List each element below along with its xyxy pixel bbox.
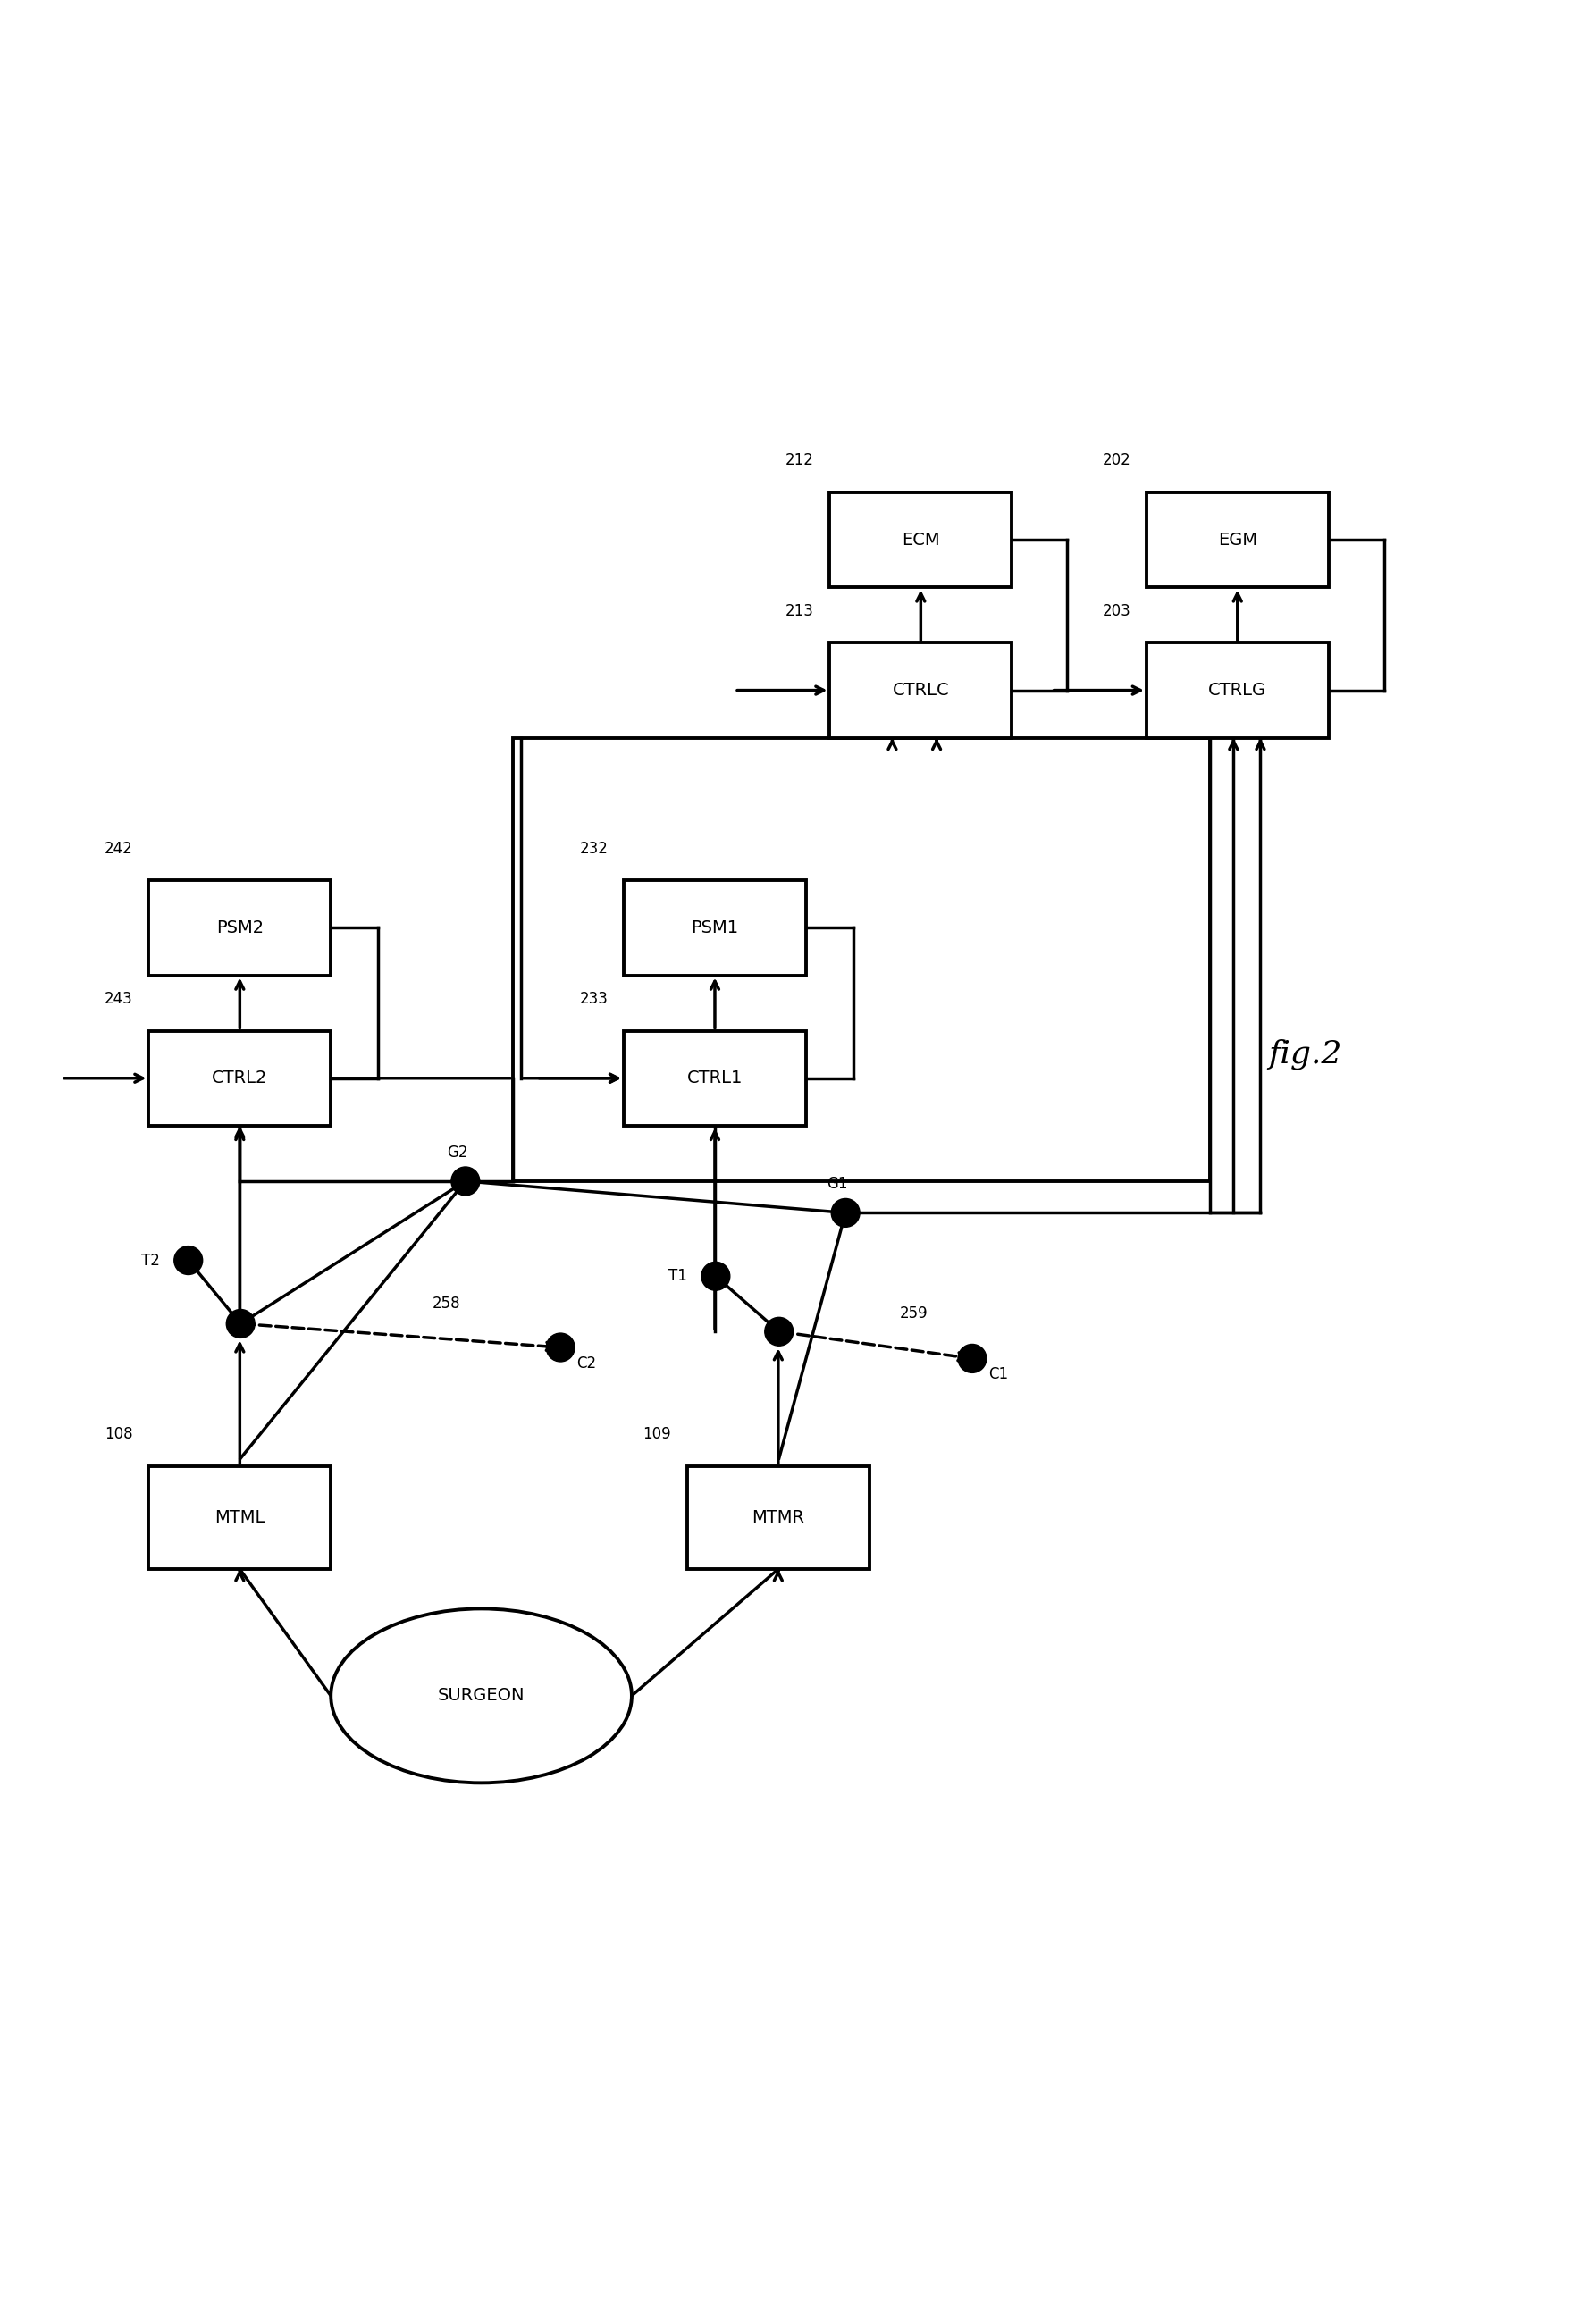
Bar xyxy=(512,738,1210,1182)
Circle shape xyxy=(958,1345,986,1373)
Bar xyxy=(688,1467,870,1570)
Bar xyxy=(148,1467,330,1570)
Text: 202: 202 xyxy=(1103,453,1130,469)
Text: CTRL2: CTRL2 xyxy=(212,1069,268,1087)
Text: 258: 258 xyxy=(433,1297,461,1313)
Text: T1: T1 xyxy=(669,1269,688,1285)
Text: C1: C1 xyxy=(988,1366,1007,1382)
Bar xyxy=(624,1030,806,1127)
Text: PSM1: PSM1 xyxy=(691,920,739,936)
Text: T2: T2 xyxy=(140,1253,160,1269)
Bar xyxy=(148,881,330,975)
Text: CTRLG: CTRLG xyxy=(1208,683,1267,699)
Bar xyxy=(148,1030,330,1127)
Circle shape xyxy=(546,1333,575,1361)
Bar xyxy=(624,881,806,975)
Circle shape xyxy=(701,1262,729,1290)
Bar xyxy=(1146,644,1328,738)
Text: 242: 242 xyxy=(104,841,132,858)
Text: G1: G1 xyxy=(827,1177,847,1193)
Circle shape xyxy=(452,1168,480,1195)
Text: 243: 243 xyxy=(104,991,132,1007)
Text: 109: 109 xyxy=(643,1425,672,1441)
Circle shape xyxy=(764,1317,793,1345)
Ellipse shape xyxy=(330,1609,632,1782)
Text: C2: C2 xyxy=(576,1356,595,1373)
Circle shape xyxy=(174,1246,203,1274)
Text: ECM: ECM xyxy=(902,531,940,549)
Text: 259: 259 xyxy=(900,1306,927,1322)
Text: SURGEON: SURGEON xyxy=(437,1687,525,1704)
Circle shape xyxy=(227,1310,255,1338)
Bar xyxy=(830,644,1012,738)
Text: 212: 212 xyxy=(785,453,814,469)
Text: G2: G2 xyxy=(447,1145,468,1161)
Text: 108: 108 xyxy=(105,1425,132,1441)
Text: EGM: EGM xyxy=(1218,531,1258,549)
Text: MTMR: MTMR xyxy=(752,1508,804,1527)
Text: 232: 232 xyxy=(579,841,608,858)
Text: CTRL1: CTRL1 xyxy=(686,1069,742,1087)
Text: MTML: MTML xyxy=(214,1508,265,1527)
Bar xyxy=(1146,492,1328,586)
Text: 203: 203 xyxy=(1103,602,1130,618)
Text: fig.2: fig.2 xyxy=(1267,1039,1342,1069)
Text: 213: 213 xyxy=(785,602,814,618)
Circle shape xyxy=(832,1198,860,1228)
Text: PSM2: PSM2 xyxy=(215,920,263,936)
Bar xyxy=(830,492,1012,586)
Text: 233: 233 xyxy=(579,991,608,1007)
Text: CTRLC: CTRLC xyxy=(892,683,950,699)
